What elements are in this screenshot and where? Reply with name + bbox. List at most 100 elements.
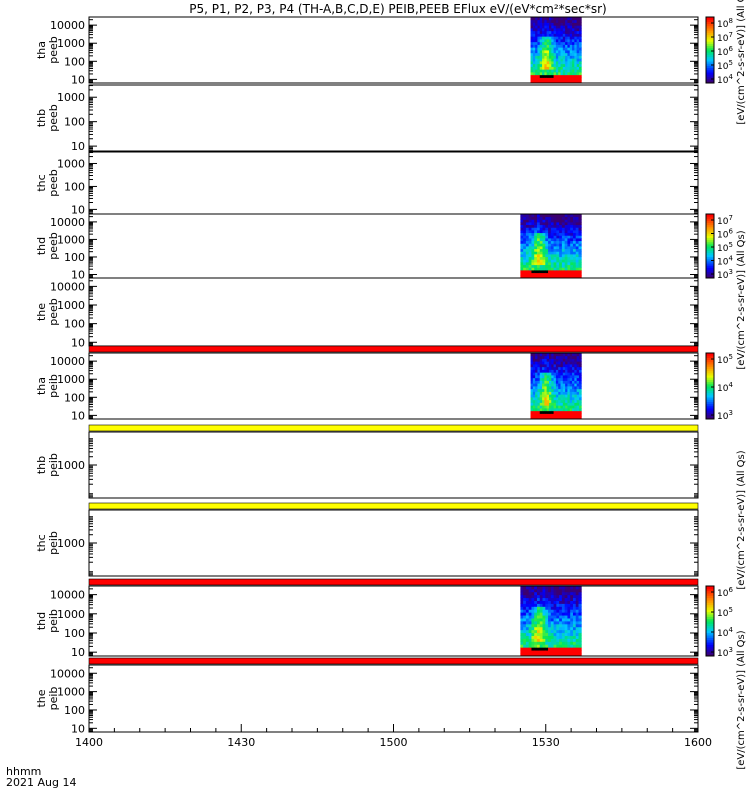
spectrogram-cell — [572, 69, 575, 73]
colorbar-tick-label: 105 — [717, 241, 733, 254]
colorbar-cell — [706, 361, 714, 365]
spectrogram-cell — [578, 275, 582, 279]
spectrogram-cell — [578, 615, 582, 619]
spectrogram-cell — [561, 612, 566, 616]
spectrogram-cell — [530, 386, 534, 390]
spectrogram-cell — [558, 77, 561, 81]
spectrogram-cell — [553, 383, 557, 387]
colorbar-tick-label: 103 — [717, 268, 733, 281]
spectrogram-cell — [560, 410, 564, 414]
spectrogram-cell — [531, 594, 535, 599]
spectrogram-cell — [564, 586, 568, 590]
spectrogram-cell — [553, 222, 557, 226]
spectrogram-cell — [539, 69, 543, 73]
spectrogram-cell — [561, 251, 566, 255]
spectrogram-cell — [562, 361, 566, 365]
spectrogram-cell — [565, 380, 568, 384]
spectrogram-cell — [560, 22, 564, 26]
spectrogram-cell — [559, 230, 563, 234]
spectrogram-cell — [562, 366, 566, 370]
spectrogram-cell — [556, 626, 560, 631]
spectrogram-cell — [548, 17, 552, 21]
spectrogram-cell — [576, 17, 580, 21]
colorbar-cell — [706, 45, 714, 49]
spectrogram-cell — [556, 214, 560, 218]
spectrogram-cell — [542, 55, 545, 59]
spectrogram-cell — [559, 618, 563, 622]
spectrogram-cell — [576, 402, 580, 406]
spectrogram-cell — [578, 262, 582, 266]
spectrogram-cell — [556, 606, 560, 610]
spectrogram-cell — [532, 77, 536, 81]
spectrogram-cell — [532, 80, 536, 84]
spectrogram-cell — [567, 47, 571, 51]
spectrogram-cell — [567, 375, 571, 379]
spectrogram-cell — [567, 377, 571, 381]
colorbar-cell — [706, 218, 714, 221]
spectrogram-cell — [530, 72, 534, 76]
spectrogram-cell — [567, 50, 571, 54]
spectrogram-cell — [574, 30, 578, 34]
spectrogram-cell — [539, 41, 543, 45]
spectrogram-cell — [572, 586, 577, 590]
spectrogram-cell — [551, 366, 554, 370]
colorbar-cell — [706, 228, 714, 232]
spectrogram-cell — [534, 272, 538, 276]
spectrogram-cell — [569, 30, 573, 34]
spectrogram-cell — [537, 386, 541, 390]
spectrogram-cell — [575, 251, 579, 255]
spectrogram-cell — [548, 394, 552, 398]
spectrogram-cell — [553, 638, 557, 642]
spectrogram-cell — [548, 55, 552, 59]
spectrogram-cell — [548, 650, 552, 654]
colorbar-cell — [706, 403, 714, 407]
spectrogram-cell — [570, 243, 574, 247]
spectrogram-cell — [530, 36, 534, 40]
panel-instrument-label: peib — [47, 531, 60, 555]
spectrogram-cell — [567, 386, 571, 390]
spectrogram-cell — [567, 219, 571, 223]
spectrogram-cell — [520, 588, 524, 593]
spectrogram-cell — [559, 224, 563, 228]
spectrogram-cell — [546, 58, 550, 62]
spectrogram-cell — [550, 638, 554, 642]
spectrogram-cell — [553, 618, 557, 622]
spectrogram-cell — [572, 369, 575, 373]
spectrogram-cell — [532, 47, 536, 51]
spectrogram-cell — [574, 358, 578, 362]
spectrogram-cell — [567, 74, 571, 78]
spectrogram-cell — [551, 19, 554, 23]
spectrogram-cell — [528, 246, 532, 250]
spectrogram-cell — [542, 355, 545, 359]
spectrogram-cell — [560, 416, 564, 420]
spectrogram-cell — [534, 621, 538, 625]
spectrogram-cell — [562, 77, 566, 81]
spectrogram-cell — [567, 243, 571, 247]
spectrogram-cell — [560, 47, 564, 51]
spectrogram-cell — [553, 597, 557, 601]
spectrogram-cell — [528, 235, 532, 239]
spectrogram-cell — [537, 383, 541, 387]
spectrogram-cell — [561, 262, 566, 266]
spectrogram-cell — [539, 600, 543, 604]
spectrogram-cell — [561, 232, 566, 236]
spectrogram-cell — [555, 397, 559, 401]
spectrogram-cell — [553, 594, 557, 599]
spectrogram-cell — [546, 399, 550, 403]
spectrogram-cell — [562, 369, 566, 373]
spectrogram-cell — [556, 603, 560, 607]
spectrogram-cell — [539, 405, 543, 409]
spectrogram-cell — [559, 626, 563, 631]
spectrogram-cell — [561, 264, 566, 268]
colorbar-tick-label: 105 — [717, 606, 733, 619]
spectrogram-cell — [537, 80, 541, 84]
spectrogram-cell — [537, 33, 541, 37]
colorbar-tick-label: 104 — [717, 255, 733, 268]
spectrogram-cell — [558, 50, 561, 54]
spectrogram-cell — [569, 380, 573, 384]
spectrogram-cell — [561, 632, 566, 636]
colorbar-cell — [706, 265, 714, 268]
spectrogram-cell — [545, 224, 549, 228]
spectrogram-cell — [574, 63, 578, 67]
spectrogram-cell — [574, 386, 578, 390]
